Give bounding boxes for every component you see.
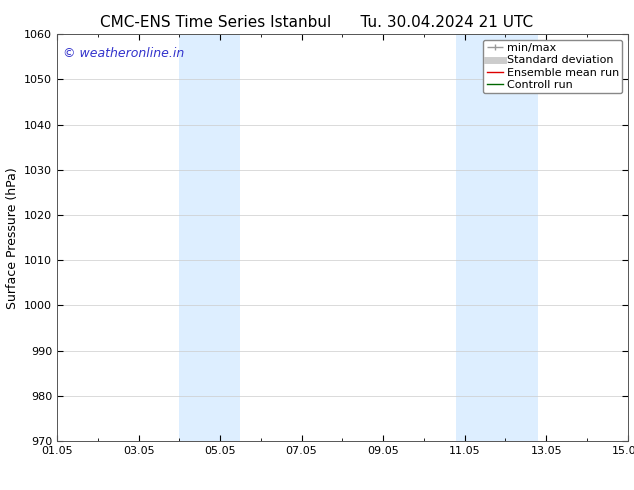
- Y-axis label: Surface Pressure (hPa): Surface Pressure (hPa): [6, 167, 18, 309]
- Text: © weatheronline.in: © weatheronline.in: [63, 47, 184, 59]
- Bar: [456, 34, 538, 441]
- Bar: [179, 34, 240, 441]
- Legend: min/max, Standard deviation, Ensemble mean run, Controll run: min/max, Standard deviation, Ensemble me…: [483, 40, 622, 93]
- Text: CMC-ENS Time Series Istanbul      Tu. 30.04.2024 21 UTC: CMC-ENS Time Series Istanbul Tu. 30.04.2…: [100, 15, 534, 30]
